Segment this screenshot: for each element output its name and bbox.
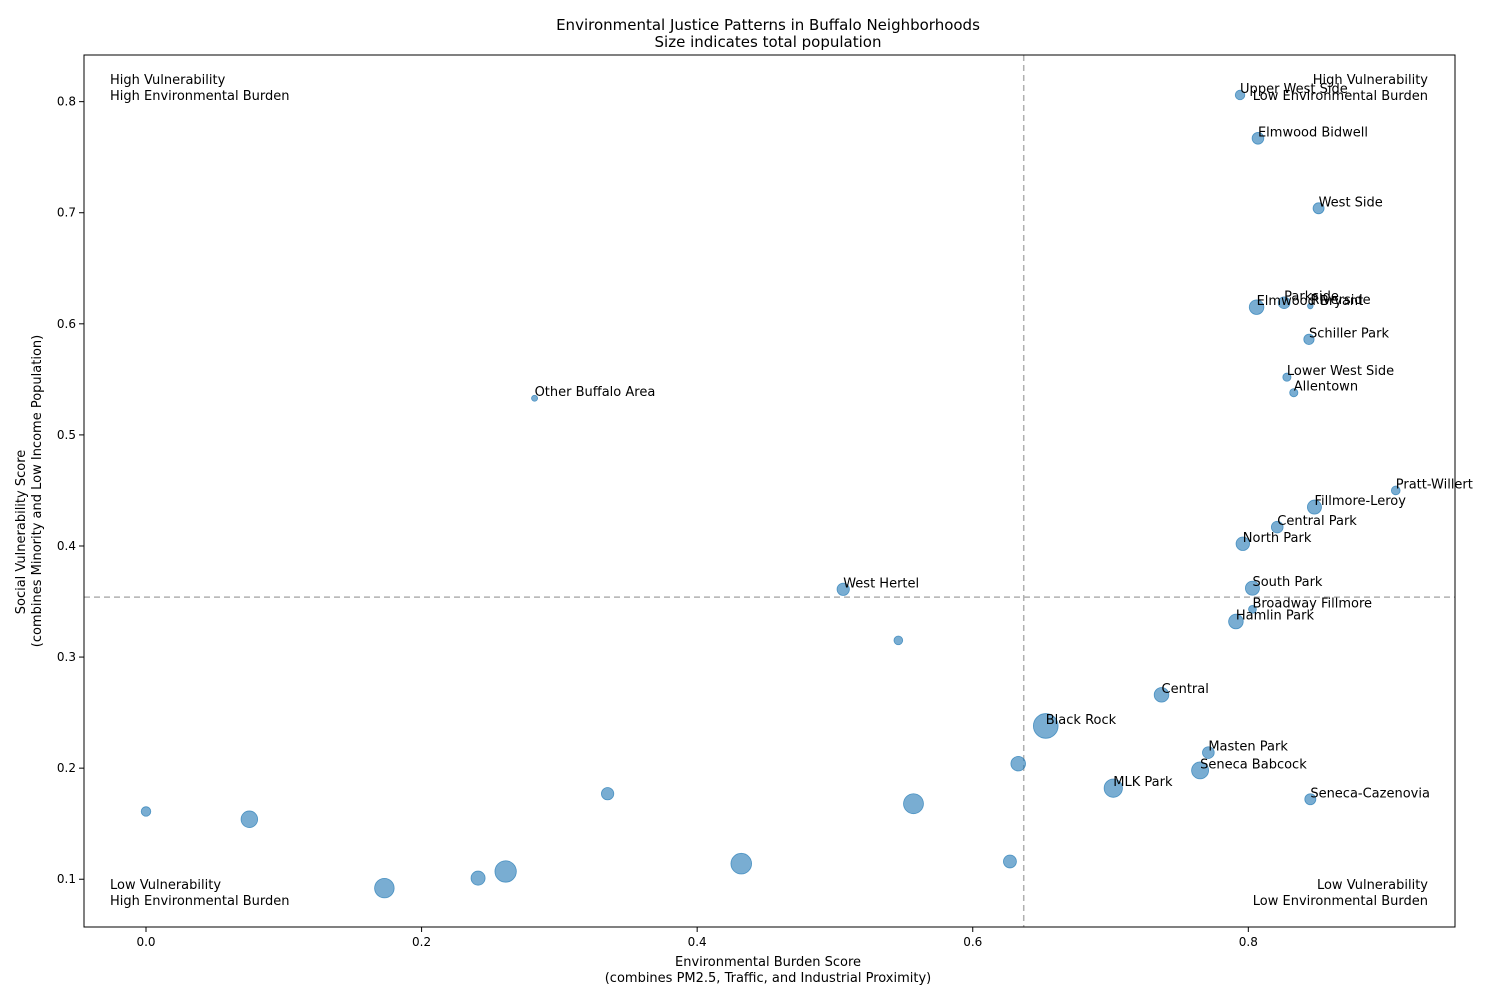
y-tick-label: 0.1: [57, 872, 76, 886]
x-tick-label: 0.2: [412, 935, 431, 949]
point-label: Lower West Side: [1287, 364, 1394, 379]
y-axis-label: Social Vulnerability Score: [14, 450, 29, 615]
quadrant-label: High Environmental Burden: [110, 894, 290, 909]
point-label: Hamlin Park: [1236, 609, 1315, 624]
data-point: [140, 806, 152, 817]
data-point: [1304, 793, 1317, 806]
x-tick-label: 0.8: [1239, 935, 1258, 949]
point-label: Central Park: [1277, 514, 1357, 529]
data-point: [1103, 778, 1123, 798]
quadrant-label: High Vulnerability: [110, 73, 226, 88]
plot-frame: [83, 54, 1456, 928]
data-point: [1270, 520, 1284, 534]
point-label: Pratt-Willert: [1396, 477, 1473, 492]
data-point: [1010, 755, 1026, 772]
y-tick-label: 0.3: [57, 650, 76, 664]
y-axis-label-sub: (combines Minority and Low Income Popula…: [30, 335, 45, 647]
quadrant-label: High Vulnerability: [1313, 73, 1429, 88]
point-label: Allentown: [1294, 380, 1358, 395]
data-point: [1248, 299, 1265, 315]
x-axis-label: Environmental Burden Score: [675, 955, 861, 970]
data-point: [1003, 854, 1017, 869]
point-label: Elmwood Bryant: [1257, 294, 1364, 309]
y-tick-label: 0.8: [57, 95, 76, 109]
point-label: Upper West Side: [1240, 82, 1348, 97]
point-label: Seneca-Cazenovia: [1310, 786, 1430, 801]
point-label: South Park: [1252, 575, 1322, 590]
point-label: Parkside: [1284, 290, 1339, 305]
data-point: [1202, 746, 1215, 759]
data-point: [836, 582, 850, 596]
data-point: [1191, 761, 1210, 780]
data-point: [1245, 580, 1260, 596]
data-point: [470, 870, 486, 886]
data-point: [893, 635, 904, 646]
data-point: [1307, 302, 1314, 310]
data-point: [730, 852, 753, 875]
quadrant-label: High Environmental Burden: [110, 89, 290, 104]
data-point: [1228, 613, 1244, 630]
data-point: [1277, 296, 1291, 309]
point-label: Other Buffalo Area: [535, 385, 656, 400]
data-point: [1390, 485, 1401, 496]
x-axis-label-sub: (combines PM2.5, Traffic, and Industrial…: [605, 971, 932, 986]
data-point: [531, 394, 538, 402]
data-point: [1251, 132, 1265, 145]
point-label: Black Rock: [1046, 713, 1117, 728]
x-tick-label: 0.4: [688, 935, 707, 949]
data-point: [1032, 713, 1059, 739]
plot-area: Upper West Side Elmwood Bidwell West Side P…: [57, 54, 1473, 949]
data-point: [1307, 499, 1322, 515]
x-tick-label: 0.0: [136, 935, 155, 949]
x-tick-label: 0.6: [963, 935, 982, 949]
y-tick-label: 0.2: [57, 761, 76, 775]
point-label: Central: [1162, 682, 1209, 697]
data-point: [240, 810, 259, 828]
quadrant-label: Low Vulnerability: [1317, 878, 1428, 893]
point-label: Elmwood Bidwell: [1258, 125, 1368, 140]
point-label: MLK Park: [1113, 775, 1173, 790]
data-point: [1289, 388, 1299, 398]
data-point: [1248, 604, 1257, 614]
quadrant-label: Low Environmental Burden: [1253, 89, 1428, 104]
point-label: Masten Park: [1208, 740, 1288, 755]
data-point: [601, 787, 615, 801]
point-label: West Side: [1319, 195, 1383, 210]
y-tick-label: 0.6: [57, 317, 76, 331]
point-label: Broadway Fillmore: [1252, 596, 1372, 611]
data-point: [1153, 687, 1170, 703]
quadrant-label: Low Environmental Burden: [1253, 894, 1428, 909]
point-label: West Hertel: [843, 576, 919, 591]
point-label: Seneca Babcock: [1200, 757, 1307, 772]
data-point: [903, 793, 924, 815]
point-label: Riverside: [1310, 293, 1370, 308]
data-point: [374, 877, 395, 899]
y-tick-label: 0.4: [57, 539, 76, 553]
data-point: [1312, 202, 1325, 215]
chart-subtitle: Size indicates total population: [655, 33, 882, 51]
point-label: Schiller Park: [1309, 326, 1390, 341]
quadrant-label: Low Vulnerability: [110, 878, 221, 893]
y-tick-label: 0.5: [57, 428, 76, 442]
point-label: Fillmore-Leroy: [1314, 494, 1406, 509]
data-point: [1282, 372, 1292, 382]
data-point: [1303, 333, 1315, 345]
y-tick-label: 0.7: [57, 206, 76, 220]
point-label: North Park: [1243, 531, 1312, 546]
data-point: [494, 860, 517, 883]
data-point: [1235, 536, 1250, 551]
chart-title: Environmental Justice Patterns in Buffal…: [556, 16, 980, 34]
data-point: [1234, 89, 1246, 101]
